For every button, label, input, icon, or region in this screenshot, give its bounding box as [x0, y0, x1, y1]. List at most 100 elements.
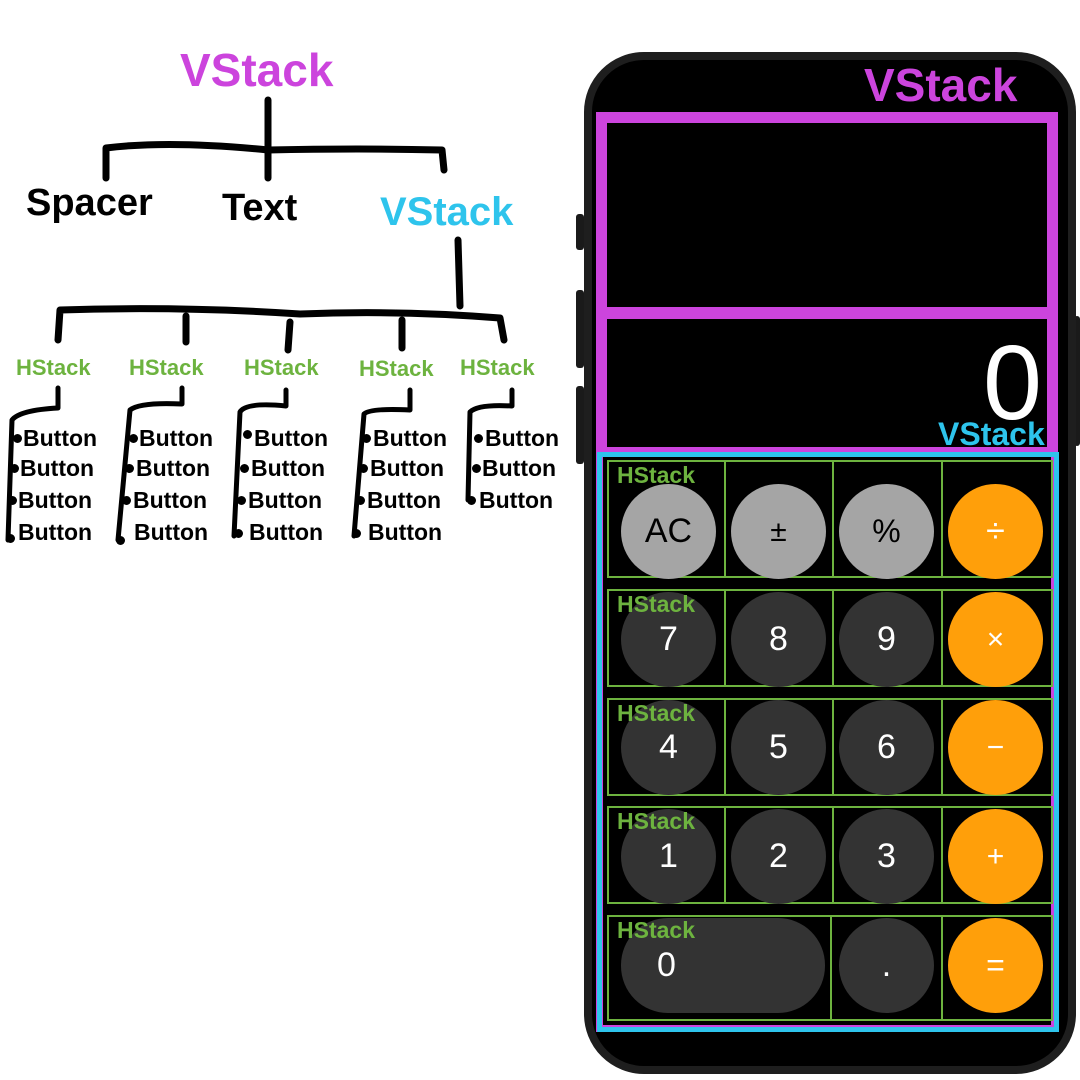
tree-bullet — [352, 529, 361, 538]
row-divider — [941, 917, 943, 1019]
key-1-button[interactable]: 1 — [621, 809, 716, 904]
tree-bullet — [472, 464, 481, 473]
phone-silent-switch — [576, 214, 584, 250]
hstack-row-label: HStack — [617, 808, 695, 834]
phone-power-button — [1074, 316, 1080, 446]
tree-bullet — [8, 496, 17, 505]
tree-child-spacer: Spacer — [26, 182, 153, 224]
hstack-row-1: HStack — [607, 460, 1053, 578]
row-divider — [832, 700, 834, 794]
tree-button-label: Button — [373, 425, 448, 451]
row-divider — [724, 700, 726, 794]
tree-bullet — [467, 496, 476, 505]
tree-button-label: Button — [136, 455, 211, 481]
key-decimal-button[interactable]: . — [839, 918, 934, 1013]
key-4-button[interactable]: 4 — [621, 700, 716, 795]
tree-hstack-3: HStack — [244, 355, 319, 380]
key-subtract-button[interactable]: − — [948, 700, 1043, 795]
key-2-button[interactable]: 2 — [731, 809, 826, 904]
hstack-row-2: HStack — [607, 589, 1053, 687]
phone-volume-up-button — [576, 290, 584, 368]
tree-child-text: Text — [222, 187, 298, 229]
hstack-row-label: HStack — [617, 462, 695, 488]
inner-vstack-box — [597, 452, 1059, 1032]
key-3-button[interactable]: 3 — [839, 809, 934, 904]
row-divider — [832, 591, 834, 685]
text-box — [600, 312, 1054, 454]
key-7-button[interactable]: 7 — [621, 592, 716, 687]
phone-volume-down-button — [576, 386, 584, 464]
hstack-row-4: HStack — [607, 806, 1053, 904]
tree-bullet — [10, 464, 19, 473]
key-plus-minus-button[interactable]: ± — [731, 484, 826, 579]
tree-bullet — [243, 430, 252, 439]
tree-bullet — [125, 464, 134, 473]
tree-button-label: Button — [367, 487, 442, 513]
tree-button-label: Button — [249, 519, 324, 545]
tree-bullet — [237, 496, 246, 505]
outer-vstack-label: VStack — [864, 59, 1018, 111]
tree-button-label: Button — [248, 487, 323, 513]
tree-bullet — [234, 529, 243, 538]
key-9-button[interactable]: 9 — [839, 592, 934, 687]
tree-button-label: Button — [370, 455, 445, 481]
key-equals-button[interactable]: = — [948, 918, 1043, 1013]
tree-child-vstack: VStack — [380, 190, 514, 234]
tree-root-label: VStack — [180, 44, 334, 96]
key-6-button[interactable]: 6 — [839, 700, 934, 795]
tree-button-label: Button — [368, 519, 443, 545]
hstack-row-3: HStack — [607, 698, 1053, 796]
tree-button-label: Button — [23, 425, 98, 451]
key-8-button[interactable]: 8 — [731, 592, 826, 687]
key-multiply-button[interactable]: × — [948, 592, 1043, 687]
hstack-row-5: HStack — [607, 915, 1053, 1021]
tree-bullet — [122, 496, 131, 505]
display-value: 0 — [983, 324, 1042, 442]
spacer-box — [600, 116, 1054, 314]
tree-button-label: Button — [18, 487, 93, 513]
tree-hstack-4: HStack — [359, 356, 434, 381]
row-divider — [941, 808, 943, 902]
row-divider — [830, 917, 832, 1019]
key-clear-button[interactable]: AC — [621, 484, 716, 579]
tree-bullet — [13, 434, 22, 443]
tree-button-label: Button — [20, 455, 95, 481]
key-0-button[interactable]: 0 — [621, 918, 825, 1013]
row-divider — [724, 591, 726, 685]
tree-button-label: Button — [482, 455, 557, 481]
hstack-row-label: HStack — [617, 917, 695, 943]
tree-hstack-1: HStack — [16, 355, 91, 380]
tree-button-label: Button — [254, 425, 329, 451]
tree-button-label: Button — [134, 519, 209, 545]
tree-bullet — [129, 434, 138, 443]
tree-bullet — [240, 464, 249, 473]
tree-bullet — [6, 534, 15, 543]
row-divider — [724, 808, 726, 902]
key-add-button[interactable]: + — [948, 809, 1043, 904]
tree-bullet — [356, 496, 365, 505]
hstack-row-label: HStack — [617, 591, 695, 617]
inner-vstack-label: VStack — [938, 416, 1045, 452]
tree-connector-lines — [5, 96, 515, 543]
tree-hstack-5: HStack — [460, 355, 535, 380]
tree-button-label: Button — [139, 425, 214, 451]
row-divider — [724, 462, 726, 576]
tree-hstack-2: HStack — [129, 355, 204, 380]
key-divide-button[interactable]: ÷ — [948, 484, 1043, 579]
tree-button-label: Button — [479, 487, 554, 513]
key-percent-button[interactable]: % — [839, 484, 934, 579]
hstack-row-label: HStack — [617, 700, 695, 726]
tree-bullet — [474, 434, 483, 443]
tree-bullet — [362, 434, 371, 443]
row-divider — [832, 808, 834, 902]
row-divider — [832, 462, 834, 576]
tree-button-label: Button — [485, 425, 560, 451]
tree-button-label: Button — [133, 487, 208, 513]
key-5-button[interactable]: 5 — [731, 700, 826, 795]
row-divider — [941, 591, 943, 685]
tree-bullet — [116, 536, 125, 545]
row-divider — [941, 462, 943, 576]
tree-bullet — [359, 464, 368, 473]
tree-button-label: Button — [251, 455, 326, 481]
row-divider — [941, 700, 943, 794]
